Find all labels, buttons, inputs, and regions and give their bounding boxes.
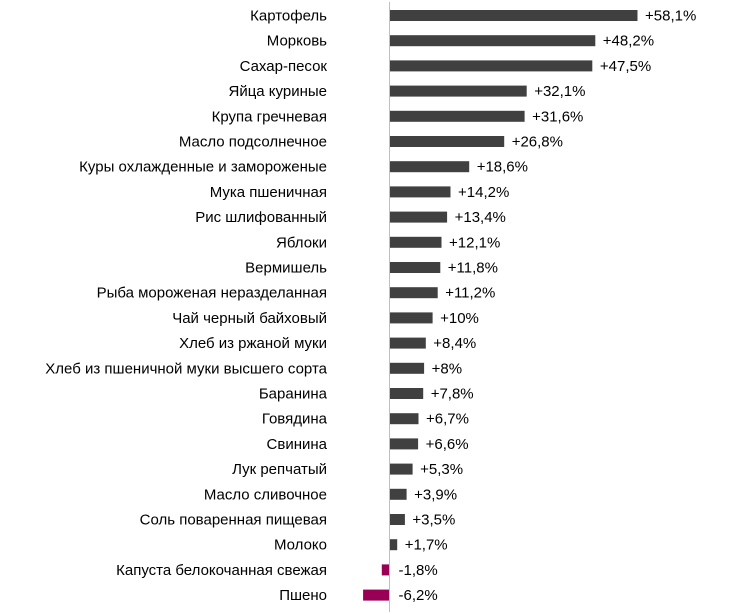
category-label: Яблоки	[276, 234, 327, 251]
value-label: +3,5%	[412, 512, 455, 529]
value-label: +6,6%	[426, 436, 469, 453]
labels-group: Картофель +58,1% Морковь +48,2% Сахар-песок +…	[45, 8, 696, 605]
value-label: +5,3%	[420, 461, 463, 478]
category-label: Капуста белокочанная свежая	[116, 562, 327, 579]
bar	[390, 337, 426, 349]
category-label: Мука пшеничная	[210, 184, 327, 201]
category-label: Крупа гречневая	[212, 108, 327, 125]
category-label: Баранина	[259, 386, 328, 403]
category-label: Соль поваренная пищевая	[140, 512, 327, 529]
bar	[390, 110, 525, 122]
value-label: +6,7%	[426, 411, 469, 428]
value-label: +7,8%	[431, 386, 474, 403]
value-label: +11,8%	[448, 260, 498, 277]
bar	[390, 186, 451, 198]
category-label: Морковь	[267, 33, 327, 50]
value-label: +1,7%	[405, 537, 448, 554]
bar	[390, 85, 527, 97]
value-label: +48,2%	[603, 33, 654, 50]
category-label: Лук репчатый	[232, 461, 327, 478]
bar	[390, 136, 505, 147]
bar	[390, 312, 433, 324]
bar	[390, 161, 470, 173]
bar	[390, 262, 441, 273]
value-label: +8%	[432, 360, 462, 377]
value-label: -6,2%	[399, 587, 438, 604]
category-label: Сахар-песок	[240, 58, 328, 75]
category-label: Масло сливочное	[204, 486, 327, 503]
bar	[390, 539, 398, 551]
category-label: Картофель	[250, 8, 327, 25]
value-label: +11,2%	[445, 285, 495, 302]
value-label: +13,4%	[455, 209, 506, 226]
value-label: +47,5%	[600, 58, 651, 75]
bar	[363, 589, 390, 601]
bar	[390, 463, 413, 475]
bar	[390, 413, 419, 425]
category-label: Чай черный байховый	[172, 310, 327, 327]
value-label: +12,1%	[449, 234, 500, 251]
bar	[390, 287, 438, 299]
bar	[390, 211, 448, 223]
category-label: Вермишель	[245, 260, 327, 277]
bar	[390, 488, 407, 500]
bar	[390, 60, 593, 72]
category-label: Масло подсолнечное	[179, 134, 327, 151]
bar	[390, 438, 419, 450]
category-label: Рыба мороженая неразделанная	[97, 285, 327, 302]
value-label: +3,9%	[414, 486, 457, 503]
category-label: Свинина	[267, 436, 328, 453]
category-label: Рис шлифованный	[195, 209, 327, 226]
bar	[390, 35, 596, 47]
value-label: +26,8%	[512, 134, 563, 151]
value-label: -1,8%	[399, 562, 438, 579]
category-label: Яйца куриные	[228, 83, 327, 100]
value-label: +31,6%	[532, 108, 583, 125]
bar	[381, 564, 390, 576]
category-label: Хлеб из ржаной муки	[179, 335, 327, 352]
category-label: Говядина	[262, 411, 328, 428]
bar	[390, 388, 424, 399]
value-label: +10%	[440, 310, 479, 327]
category-label: Хлеб из пшеничной муки высшего сорта	[45, 360, 327, 377]
value-label: +58,1%	[645, 8, 696, 25]
bar	[390, 236, 442, 248]
category-label: Куры охлажденные и замороженые	[79, 159, 327, 176]
bar	[390, 362, 425, 374]
value-label: +18,6%	[477, 159, 528, 176]
category-label: Пшено	[279, 587, 327, 604]
bar	[390, 514, 405, 525]
value-label: +8,4%	[433, 335, 476, 352]
value-label: +14,2%	[458, 184, 509, 201]
category-label: Молоко	[274, 537, 327, 554]
bars-group	[363, 10, 638, 601]
value-label: +32,1%	[534, 83, 585, 100]
bar	[390, 10, 638, 21]
